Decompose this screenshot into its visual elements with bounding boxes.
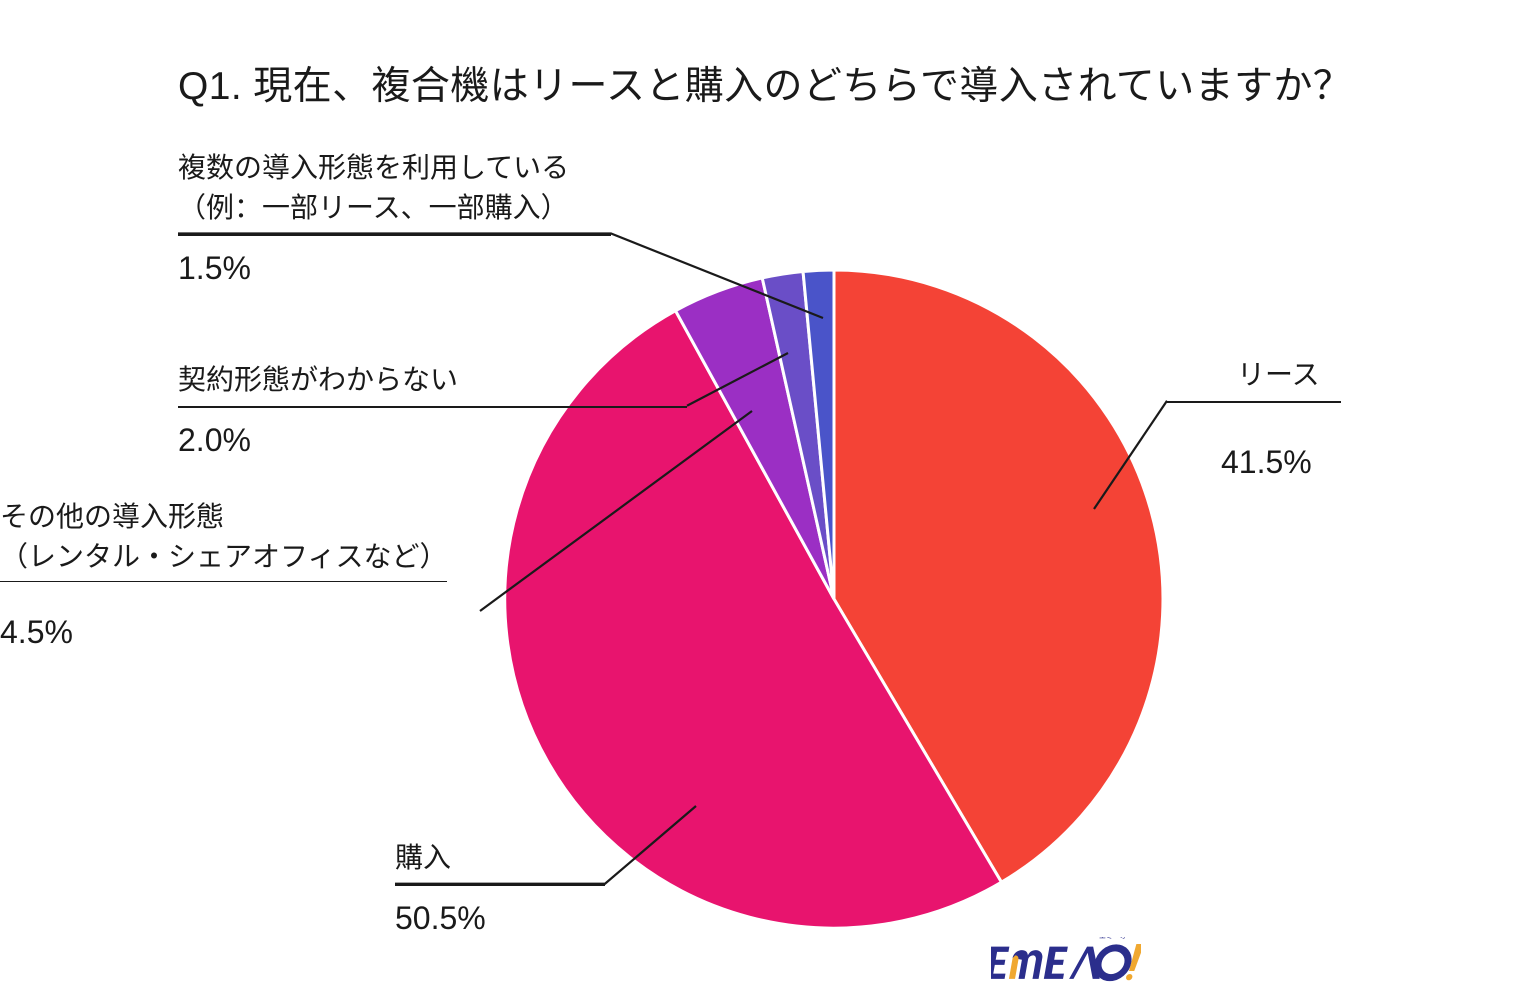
svg-text:エミーオ: エミーオ xyxy=(1099,937,1128,941)
